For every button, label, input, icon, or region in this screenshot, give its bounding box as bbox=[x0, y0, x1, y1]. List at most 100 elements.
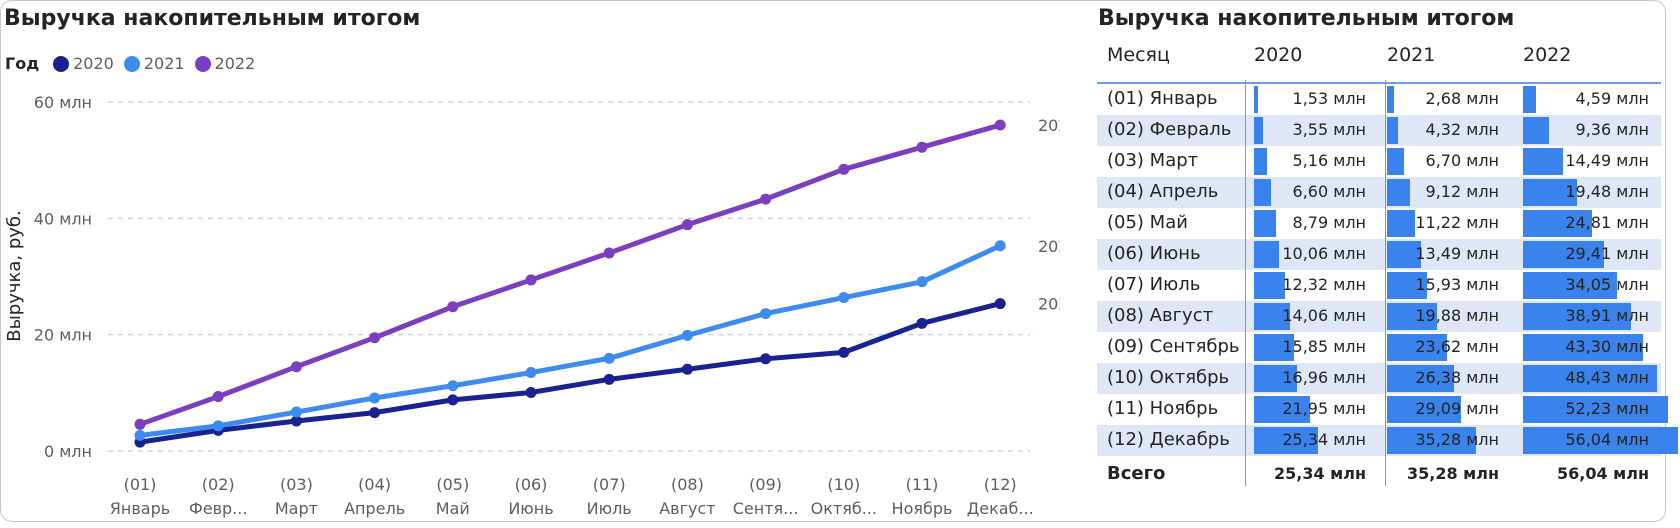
table-cell: 11,22 млн bbox=[1387, 208, 1499, 239]
series-line-2021[interactable] bbox=[137, 243, 1003, 438]
x-tick-label: (05) bbox=[436, 475, 469, 494]
data-point-2022[interactable] bbox=[916, 141, 928, 153]
table-row[interactable]: (03) Март 5,16 млн 6,70 млн 14,49 млн bbox=[1097, 146, 1661, 177]
data-bar bbox=[1523, 117, 1549, 144]
data-point-2021[interactable] bbox=[212, 420, 224, 432]
series-line-2022[interactable] bbox=[137, 122, 1003, 427]
cell-value: 15,85 млн bbox=[1282, 337, 1366, 356]
table-cell: 4,59 млн bbox=[1523, 84, 1649, 115]
data-point-2021[interactable] bbox=[369, 392, 381, 404]
data-point-2022[interactable] bbox=[134, 418, 146, 430]
data-point-2022[interactable] bbox=[369, 332, 381, 344]
table-row[interactable]: (04) Апрель 6,60 млн 9,12 млн 19,48 млн bbox=[1097, 177, 1661, 208]
data-point-2022[interactable] bbox=[760, 193, 772, 205]
cell-value: 1,53 млн bbox=[1292, 89, 1366, 108]
cell-value: 9,36 млн bbox=[1575, 120, 1649, 139]
data-point-2021[interactable] bbox=[916, 276, 928, 288]
legend-item-2022[interactable]: 2022 bbox=[194, 54, 255, 73]
table-row[interactable]: (11) Ноябрь 21,95 млн 29,09 млн 52,23 млн bbox=[1097, 394, 1668, 425]
data-point-2020[interactable] bbox=[994, 298, 1006, 310]
total-label: Всего bbox=[1107, 463, 1166, 484]
table-row[interactable]: (07) Июль 12,32 млн 15,93 млн 34,05 млн bbox=[1097, 270, 1661, 301]
table-row[interactable]: (01) Январь 1,53 млн 2,68 млн 4,59 млн bbox=[1097, 84, 1661, 115]
x-tick-label: Апрель bbox=[344, 499, 405, 518]
legend-item-2020[interactable]: 2020 bbox=[53, 54, 114, 73]
data-point-2022[interactable] bbox=[838, 163, 850, 175]
cell-value: 12,32 млн bbox=[1282, 275, 1366, 294]
y-axis-label: Выручка, руб. bbox=[4, 210, 25, 342]
table-row[interactable]: (05) Май 8,79 млн 11,22 млн 24,81 млн bbox=[1097, 208, 1661, 239]
data-bar bbox=[1387, 303, 1438, 330]
data-point-2021[interactable] bbox=[290, 406, 302, 418]
data-point-2020[interactable] bbox=[760, 353, 772, 365]
data-bar bbox=[1254, 210, 1277, 237]
legend-title: Год bbox=[5, 54, 40, 73]
cell-value: 6,60 млн bbox=[1292, 182, 1366, 201]
cell-value: 11,22 млн bbox=[1415, 213, 1499, 232]
data-point-2022[interactable] bbox=[290, 361, 302, 373]
y-tick-label: 60 млн bbox=[34, 93, 92, 112]
data-point-2020[interactable] bbox=[290, 415, 302, 427]
table-row[interactable]: (09) Сентябрь 15,85 млн 23,62 млн 43,30 млн bbox=[1097, 332, 1661, 363]
data-bar bbox=[1523, 303, 1631, 330]
x-tick-label: (10) bbox=[827, 475, 860, 494]
table-cell: 25,34 млн bbox=[1254, 425, 1366, 456]
column-header[interactable]: 2021 bbox=[1387, 44, 1436, 66]
table-row[interactable]: (10) Октябрь 16,96 млн 26,38 млн 48,43 млн bbox=[1097, 363, 1661, 394]
data-point-2021[interactable] bbox=[525, 367, 537, 379]
data-point-2021[interactable] bbox=[603, 352, 615, 364]
data-bar bbox=[1254, 86, 1258, 113]
data-point-2020[interactable] bbox=[838, 346, 850, 358]
data-point-2020[interactable] bbox=[369, 407, 381, 419]
table-row[interactable]: (06) Июнь 10,06 млн 13,49 млн 29,41 млн bbox=[1097, 239, 1661, 270]
data-point-2021[interactable] bbox=[134, 429, 146, 441]
data-point-2021[interactable] bbox=[681, 329, 693, 341]
x-tick-label: (08) bbox=[671, 475, 704, 494]
data-bar bbox=[1387, 272, 1428, 299]
data-bar bbox=[1254, 117, 1263, 144]
cell-value: 25,34 млн bbox=[1282, 430, 1366, 449]
data-point-2020[interactable] bbox=[603, 373, 615, 385]
x-tick-label: Июль bbox=[587, 499, 632, 518]
data-point-2021[interactable] bbox=[838, 292, 850, 304]
column-header[interactable]: Месяц bbox=[1107, 44, 1170, 66]
x-tick-label: (06) bbox=[515, 475, 548, 494]
table-cell: 12,32 млн bbox=[1254, 270, 1366, 301]
table-cell: 29,41 млн bbox=[1523, 239, 1649, 270]
cell-value: 19,48 млн bbox=[1565, 182, 1649, 201]
table-row[interactable]: (02) Февраль 3,55 млн 4,32 млн 9,36 млн bbox=[1097, 115, 1661, 146]
table-row[interactable]: (12) Декабрь 25,34 млн 35,28 млн 56,04 млн bbox=[1097, 425, 1679, 456]
total-cell: 25,34 млн bbox=[1254, 456, 1366, 487]
data-point-2022[interactable] bbox=[994, 119, 1006, 131]
data-point-2022[interactable] bbox=[212, 391, 224, 403]
data-point-2020[interactable] bbox=[525, 386, 537, 398]
data-point-2022[interactable] bbox=[525, 274, 537, 286]
cell-value: 4,59 млн bbox=[1575, 89, 1649, 108]
column-header[interactable]: 2022 bbox=[1523, 44, 1572, 66]
series-line-2020[interactable] bbox=[137, 301, 1003, 445]
row-month-label: (07) Июль bbox=[1107, 274, 1201, 295]
data-point-2021[interactable] bbox=[760, 308, 772, 320]
table-total-row: Всего 25,34 млн 35,28 млн 56,04 млн bbox=[1097, 456, 1661, 492]
table-row[interactable]: (08) Август 14,06 млн 19,88 млн 38,91 млн bbox=[1097, 301, 1661, 332]
legend-item-2021[interactable]: 2021 bbox=[123, 54, 185, 73]
table-cell: 4,32 млн bbox=[1387, 115, 1499, 146]
data-point-2021[interactable] bbox=[994, 240, 1006, 252]
data-point-2021[interactable] bbox=[447, 380, 459, 392]
table-cell: 14,06 млн bbox=[1254, 301, 1366, 332]
cell-value: 2,68 млн bbox=[1425, 89, 1499, 108]
data-point-2022[interactable] bbox=[603, 247, 615, 259]
column-header[interactable]: 2020 bbox=[1254, 44, 1303, 66]
row-month-label: (06) Июнь bbox=[1107, 243, 1201, 264]
data-point-2020[interactable] bbox=[447, 394, 459, 406]
data-point-2020[interactable] bbox=[681, 363, 693, 375]
x-tick-label: (12) bbox=[984, 475, 1017, 494]
column-divider bbox=[1245, 80, 1246, 486]
data-bar bbox=[1254, 396, 1310, 423]
data-bar bbox=[1254, 427, 1319, 454]
data-point-2022[interactable] bbox=[447, 301, 459, 313]
data-point-2020[interactable] bbox=[916, 317, 928, 329]
data-point-2022[interactable] bbox=[681, 219, 693, 231]
cell-value: 16,96 млн bbox=[1282, 368, 1366, 387]
data-bar bbox=[1523, 241, 1605, 268]
